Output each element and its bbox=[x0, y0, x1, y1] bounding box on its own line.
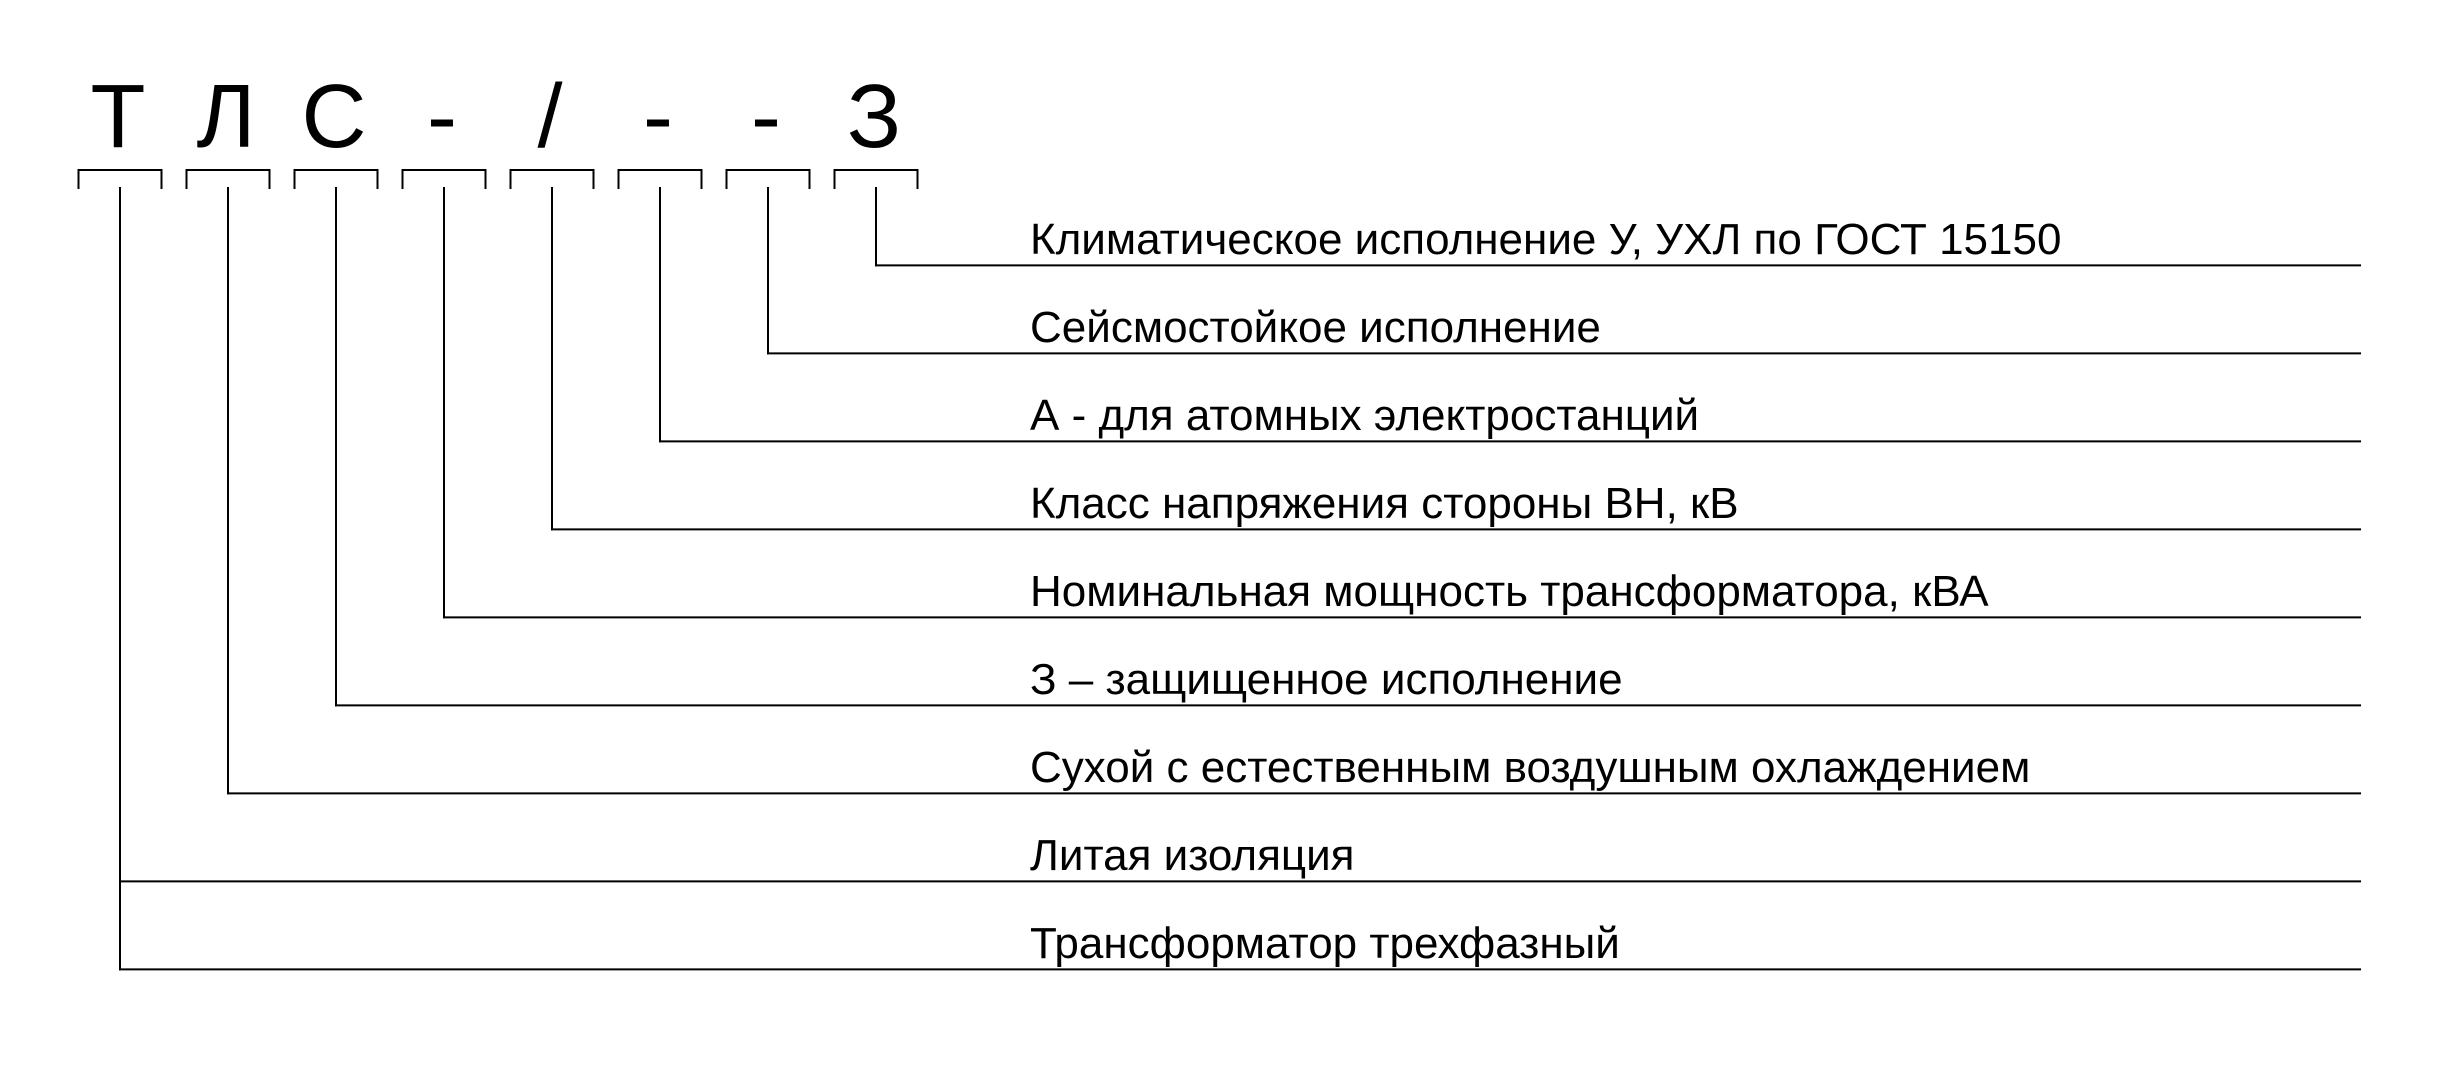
nomenclature-diagram: ТЛС-/--З Климатическое исполнение У, УХЛ… bbox=[0, 0, 2450, 1076]
desc-row-4: Номинальная мощность трансформатора, кВА bbox=[1030, 567, 1989, 617]
desc-row-0: Климатическое исполнение У, УХЛ по ГОСТ … bbox=[1030, 215, 2061, 265]
code-segment-2: С bbox=[289, 66, 384, 169]
code-segment-1: Л bbox=[181, 66, 276, 169]
desc-row-6: Сухой с естественным воздушным охлаждени… bbox=[1030, 743, 2030, 793]
code-segment-3: - bbox=[397, 66, 492, 169]
desc-row-3: Класс напряжения стороны ВН, кВ bbox=[1030, 479, 1739, 529]
desc-row-8: Трансформатор трехфазный bbox=[1030, 919, 1620, 969]
code-segment-5: - bbox=[613, 66, 708, 169]
desc-row-1: Сейсмостойкое исполнение bbox=[1030, 303, 1601, 353]
code-segment-4: / bbox=[505, 66, 600, 169]
desc-row-5: З – защищенное исполнение bbox=[1030, 655, 1623, 705]
desc-row-2: А - для атомных электростанций bbox=[1030, 391, 1699, 441]
desc-row-7: Литая изоляция bbox=[1030, 831, 1355, 881]
code-segment-6: - bbox=[721, 66, 816, 169]
code-segment-0: Т bbox=[73, 66, 168, 169]
code-segment-7: З bbox=[829, 66, 924, 169]
